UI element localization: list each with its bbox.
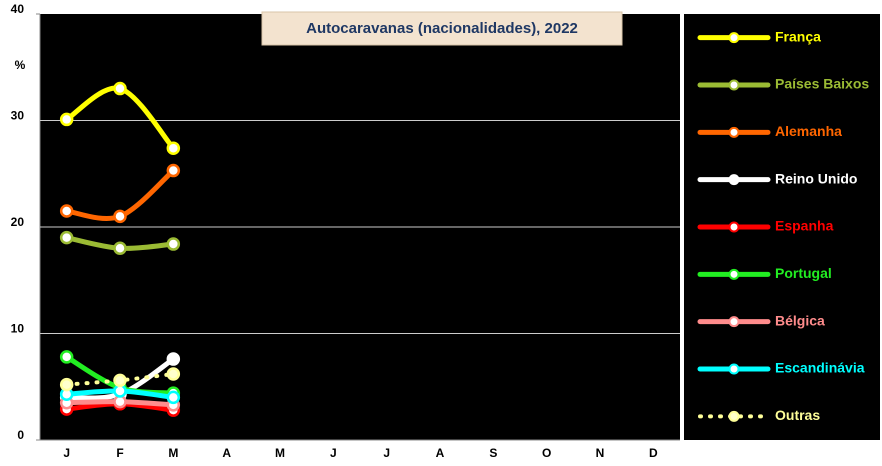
x-tick-label: J [330,446,337,460]
data-point [59,350,74,364]
data-point [113,373,127,388]
y-tick-label: 10 [11,322,25,336]
legend-marker [728,410,740,422]
x-tick-label: J [63,446,70,460]
x-tick-label: N [596,446,605,460]
data-point [166,141,181,155]
legend-label: Reino Unido [775,170,857,186]
y-tick-label: 20 [11,215,25,229]
series-line [64,371,176,387]
x-tick-label: M [275,446,285,460]
legend-marker [728,79,740,91]
legend-marker [728,126,740,138]
legend-marker [728,316,740,328]
y-axis-label: % [15,58,26,72]
title-box [261,11,623,46]
chart-title: Autocaravanas (nacionalidades), 2022 [306,20,578,37]
x-tick-label: J [383,446,390,460]
data-point [113,394,127,409]
data-point [113,81,127,96]
data-point [166,390,181,405]
legend-label: Alemanha [775,123,842,139]
data-point [113,384,127,398]
legend-label: Portugal [775,265,832,281]
x-tick-label: S [489,446,497,460]
data-point [59,204,74,218]
legend-label: Bélgica [775,312,825,328]
data-point [59,112,74,127]
data-point [166,352,181,366]
legend-label: Espanha [775,218,834,234]
data-point [59,230,74,245]
legend-marker [728,32,740,44]
y-tick-label: 40 [11,2,25,16]
data-point [166,163,181,178]
legend-marker [728,174,740,186]
data-point [166,237,181,251]
legend-label: Países Baixos [775,76,869,92]
legend-marker [728,268,740,280]
y-tick-label: 0 [17,428,24,442]
x-tick-label: M [168,446,178,460]
legend-marker [728,221,740,233]
x-tick-label: A [436,446,445,460]
data-point [59,377,74,392]
x-tick-label: D [649,446,658,460]
data-point [113,209,127,224]
legend-marker [728,363,740,375]
x-tick-label: F [116,446,123,460]
data-point [113,241,127,256]
legend-label: Escandinávia [775,360,865,376]
y-tick-label: 30 [11,109,25,123]
x-tick-label: O [542,446,551,460]
x-tick-label: A [222,446,231,460]
data-point [166,367,181,381]
legend-label: Outras [775,407,820,423]
legend-label: França [775,28,821,44]
